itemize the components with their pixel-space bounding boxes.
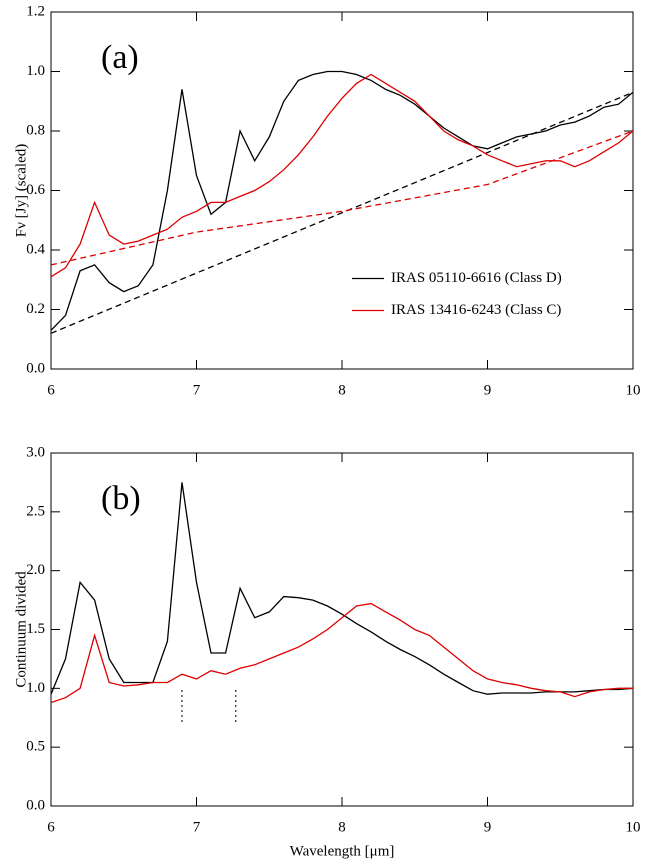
y-tick-label: 0.0 <box>26 360 45 376</box>
spectrum-line <box>50 73 634 278</box>
continuum-line <box>50 130 634 266</box>
x-tick-label: 9 <box>484 819 492 835</box>
y-axis-label: Fν [Jy] (scaled) <box>13 144 29 237</box>
x-tick-label: 6 <box>47 382 55 398</box>
legend-label: IRAS 13416-6243 (Class C) <box>391 302 561 318</box>
panel-label: (b) <box>101 480 141 517</box>
x-tick-label: 8 <box>338 819 346 835</box>
x-tick-label: 8 <box>338 382 346 398</box>
y-tick-label: 2.0 <box>26 562 45 578</box>
x-tick-label: 7 <box>193 382 201 398</box>
spectrum-line <box>50 602 633 704</box>
y-tick-label: 0.4 <box>26 241 45 257</box>
y-tick-label: 0.2 <box>26 301 45 317</box>
x-tick-label: 10 <box>626 819 641 835</box>
y-tick-label: 1.0 <box>26 63 45 79</box>
spectrum-line <box>50 482 634 695</box>
x-tick-label: 7 <box>193 819 201 835</box>
y-tick-label: 2.5 <box>26 503 45 519</box>
y-tick-label: 0.0 <box>26 797 45 813</box>
y-tick-label: 0.8 <box>26 122 45 138</box>
x-tick-label: 9 <box>484 382 492 398</box>
y-tick-label: 1.0 <box>26 680 45 696</box>
y-tick-label: 3.0 <box>26 444 45 460</box>
x-axis-label: Wavelength [μm] <box>290 843 395 859</box>
y-tick-label: 0.5 <box>26 739 45 755</box>
y-tick-label: 0.6 <box>26 182 45 198</box>
continuum-line <box>50 91 634 334</box>
panel-label: (a) <box>101 39 139 76</box>
legend-label: IRAS 05110-6616 (Class D) <box>391 270 562 286</box>
y-tick-label: 1.5 <box>26 621 45 637</box>
x-tick-label: 10 <box>626 382 641 398</box>
y-axis-label: Continuum divided <box>13 571 29 688</box>
spectrum-line <box>50 70 634 331</box>
x-tick-label: 6 <box>47 819 55 835</box>
y-tick-label: 1.2 <box>26 3 45 19</box>
